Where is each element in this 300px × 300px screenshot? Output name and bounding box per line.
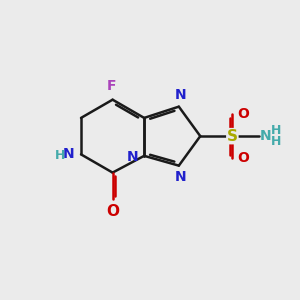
Text: N: N	[260, 129, 272, 143]
Text: O: O	[238, 107, 250, 121]
Text: N: N	[175, 170, 186, 184]
Text: S: S	[227, 129, 238, 144]
Text: N: N	[175, 88, 186, 102]
Text: F: F	[106, 79, 116, 93]
Text: H: H	[55, 149, 65, 162]
Text: H: H	[271, 124, 281, 137]
Text: O: O	[106, 204, 119, 219]
Text: O: O	[238, 151, 250, 165]
Text: N: N	[63, 147, 75, 161]
Text: N: N	[127, 150, 138, 164]
Text: H: H	[271, 135, 281, 148]
